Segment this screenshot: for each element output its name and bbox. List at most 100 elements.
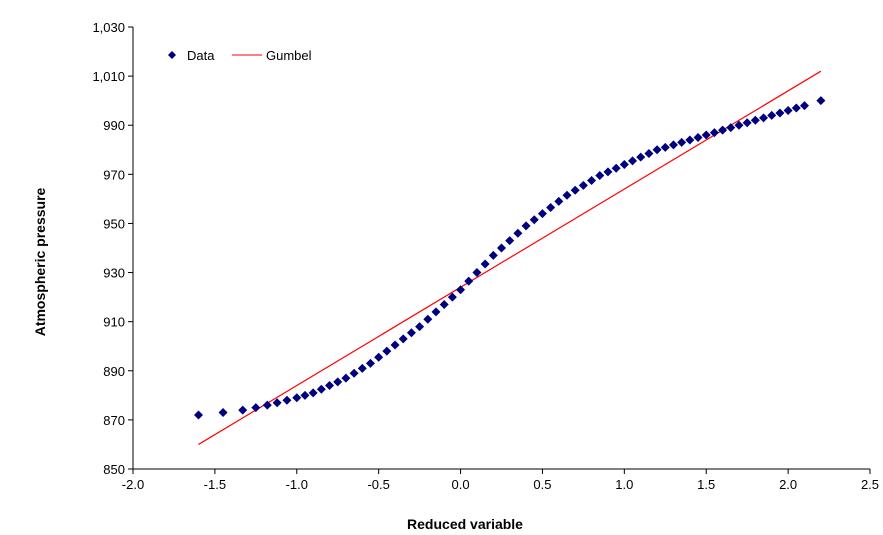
data-point: [349, 368, 359, 378]
data-point: [415, 322, 425, 332]
data-point: [464, 276, 474, 286]
data-point: [341, 373, 351, 383]
data-point: [799, 101, 809, 111]
data-point: [439, 299, 449, 309]
x-tick-label: 1.5: [697, 477, 715, 492]
data-point: [316, 384, 326, 394]
data-series: [194, 96, 826, 420]
x-axis-ticks: -2.0 -1.5 -1.0 -0.5 0.0 0.5 1.0 1.5 2.0 2.5: [122, 469, 879, 492]
data-point: [374, 352, 384, 362]
data-point: [791, 103, 801, 113]
data-point: [488, 250, 498, 260]
data-point: [218, 408, 228, 418]
x-tick-label: -1.5: [204, 477, 226, 492]
y-axis-label: Atmospheric pressure: [32, 187, 48, 336]
data-point: [382, 346, 392, 356]
y-tick-label: 1,030: [92, 20, 125, 35]
x-tick-label: -2.0: [122, 477, 144, 492]
y-tick-label: 930: [103, 266, 125, 281]
data-point: [282, 395, 292, 405]
x-tick-label: 2.0: [779, 477, 797, 492]
data-point: [668, 140, 678, 150]
y-tick-label: 870: [103, 413, 125, 428]
data-point: [505, 236, 515, 246]
x-tick-label: 0.5: [533, 477, 551, 492]
data-point: [251, 403, 261, 413]
data-point: [587, 175, 597, 185]
data-point: [497, 243, 506, 253]
data-point: [660, 142, 670, 152]
data-point: [685, 135, 695, 145]
data-point: [767, 110, 777, 120]
y-tick-label: 950: [103, 216, 125, 231]
data-point: [521, 221, 531, 231]
data-point: [423, 314, 433, 324]
legend-data-marker: [168, 51, 176, 59]
y-tick-label: 1,010: [92, 69, 125, 84]
data-point: [595, 171, 605, 181]
data-point: [194, 410, 204, 420]
data-point: [677, 137, 687, 147]
x-tick-label: 0.0: [452, 477, 470, 492]
data-point: [742, 118, 752, 128]
x-tick-label: -0.5: [367, 477, 389, 492]
data-point: [262, 400, 272, 410]
data-point: [603, 167, 613, 177]
data-point: [333, 377, 343, 387]
data-point: [472, 268, 482, 278]
data-point: [431, 307, 441, 317]
x-tick-label: 1.0: [615, 477, 633, 492]
y-tick-label: 850: [103, 462, 125, 477]
y-tick-label: 890: [103, 364, 125, 379]
legend: Data Gumbel: [168, 48, 312, 63]
data-point: [628, 156, 638, 166]
data-point: [300, 390, 310, 400]
data-point: [644, 148, 654, 158]
y-tick-label: 970: [103, 167, 125, 182]
data-point: [529, 215, 539, 225]
data-point: [537, 209, 547, 219]
data-point: [570, 185, 580, 195]
data-point: [709, 128, 719, 138]
data-point: [775, 108, 785, 118]
data-point: [619, 160, 629, 170]
data-point: [652, 145, 662, 155]
data-point: [325, 381, 335, 391]
data-point: [554, 196, 564, 206]
legend-gumbel-label: Gumbel: [266, 48, 312, 63]
data-point: [308, 388, 318, 398]
data-point: [238, 405, 248, 415]
data-point: [292, 393, 302, 403]
data-point: [406, 328, 416, 338]
data-point: [759, 113, 769, 123]
y-tick-label: 910: [103, 315, 125, 330]
data-point: [726, 123, 736, 133]
data-point: [513, 228, 523, 238]
x-tick-label: 2.5: [861, 477, 879, 492]
data-point: [272, 398, 282, 408]
data-point: [611, 163, 621, 173]
data-point: [718, 125, 728, 135]
data-point: [365, 358, 375, 368]
data-point: [816, 96, 826, 106]
data-point: [693, 133, 703, 142]
data-point: [636, 152, 646, 162]
data-point: [447, 292, 457, 302]
y-axis-ticks: 850 870 890 910 930 950 970 990 1,010 1,030: [92, 20, 133, 477]
data-point: [357, 363, 367, 373]
data-point: [783, 105, 793, 115]
data-point: [456, 285, 466, 295]
data-point: [750, 115, 760, 125]
data-point: [546, 202, 556, 212]
x-axis-label: Reduced variable: [407, 516, 523, 532]
y-tick-label: 990: [103, 118, 125, 133]
data-point: [562, 190, 572, 200]
data-point: [398, 334, 408, 344]
x-tick-label: -1.0: [286, 477, 308, 492]
data-point: [578, 180, 588, 190]
legend-data-label: Data: [187, 48, 215, 63]
data-point: [734, 120, 744, 130]
data-point: [701, 130, 711, 140]
data-point: [480, 259, 490, 269]
